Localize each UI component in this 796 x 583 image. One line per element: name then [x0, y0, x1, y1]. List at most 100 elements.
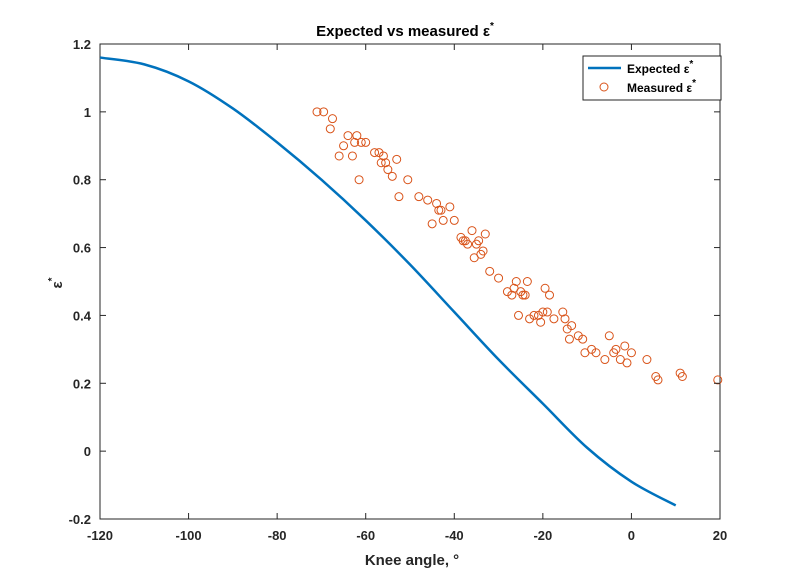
- measured-point: [511, 277, 521, 286]
- y-tick-label: 1: [84, 105, 91, 120]
- measured-point: [354, 175, 364, 185]
- series-layer: [99, 56, 723, 507]
- measured-point: [370, 148, 380, 158]
- measured-point: [549, 314, 559, 324]
- legend-box: [582, 55, 722, 101]
- measured-point: [611, 344, 621, 354]
- measured-point: [713, 375, 723, 385]
- measured-point: [350, 137, 360, 147]
- measured-point: [542, 307, 552, 317]
- measured-point: [378, 151, 388, 161]
- measured-point: [507, 290, 517, 300]
- y-axis-title: ε*: [47, 277, 66, 288]
- measured-point: [463, 239, 473, 249]
- x-tick-label: 20: [713, 528, 727, 543]
- legend: Expected ε* Measured ε*: [582, 55, 722, 101]
- x-tick-label: -80: [268, 528, 287, 543]
- measured-point: [520, 290, 530, 300]
- measured-point: [347, 151, 357, 161]
- measured-point: [343, 131, 353, 141]
- measured-point: [328, 114, 337, 124]
- measured-point: [622, 358, 632, 368]
- chart-title-text: Expected vs measured ε: [316, 23, 490, 40]
- measured-point: [432, 198, 442, 208]
- x-tick-label: -40: [445, 528, 464, 543]
- measured-point: [387, 171, 397, 181]
- measured-point: [319, 107, 329, 117]
- measured-point: [578, 334, 588, 344]
- svg-text:ε*: ε*: [47, 277, 66, 288]
- measured-point: [376, 158, 386, 168]
- measured-point: [427, 219, 437, 229]
- measured-point: [620, 341, 630, 351]
- measured-point: [564, 334, 574, 344]
- measured-point: [423, 195, 433, 205]
- measured-point: [438, 215, 448, 225]
- measured-point: [334, 151, 344, 161]
- x-tick-label: 0: [628, 528, 635, 543]
- measured-point: [392, 154, 402, 164]
- x-axis-title: Knee angle, °: [365, 552, 459, 569]
- y-tick-label: -0.2: [69, 512, 91, 527]
- measured-point: [356, 137, 366, 147]
- measured-point: [339, 141, 349, 151]
- measured-point: [626, 348, 636, 358]
- measured-point: [518, 290, 528, 300]
- legend-measured-superscript: *: [692, 78, 696, 89]
- y-axis-title-text: ε: [49, 281, 66, 288]
- measured-point: [325, 124, 335, 134]
- x-tick-label: -60: [356, 528, 375, 543]
- legend-measured-text: Measured ε: [627, 81, 692, 95]
- measured-point: [677, 372, 687, 381]
- measured-point: [604, 331, 614, 341]
- measured-point: [485, 266, 495, 276]
- measured-point: [312, 107, 322, 117]
- legend-measured-swatch: [599, 82, 609, 92]
- measured-point: [480, 229, 490, 239]
- y-tick-label: 1.2: [73, 37, 91, 52]
- measured-point: [514, 310, 523, 320]
- measured-point: [558, 307, 568, 317]
- legend-expected-label: Expected ε*: [627, 59, 693, 76]
- chart-title: Expected vs measured ε*: [316, 21, 494, 40]
- measured-point: [403, 175, 413, 185]
- legend-expected-superscript: *: [689, 59, 693, 70]
- measured-point: [642, 355, 652, 365]
- measured-point: [560, 314, 570, 324]
- y-tick-label: 0.4: [73, 308, 92, 323]
- plot-area: [99, 43, 721, 520]
- chart-title-superscript: *: [490, 21, 494, 32]
- legend-measured-label: Measured ε*: [627, 78, 696, 95]
- expected-line: [99, 56, 677, 507]
- measured-point: [445, 202, 455, 212]
- legend-expected-text: Expected ε: [627, 62, 690, 76]
- x-tick-label: -120: [87, 528, 113, 543]
- measured-point: [591, 348, 601, 358]
- measured-point: [381, 158, 391, 168]
- measured-point: [436, 205, 446, 215]
- measured-point: [653, 375, 663, 385]
- measured-point: [538, 307, 548, 317]
- measured-point: [474, 236, 484, 246]
- y-tick-label: 0.2: [73, 376, 91, 391]
- measured-point: [383, 165, 393, 175]
- measured-point: [434, 205, 444, 215]
- measured-point: [540, 283, 550, 293]
- measured-point: [394, 192, 404, 202]
- y-tick-label: 0: [84, 444, 91, 459]
- x-tick-label: -20: [533, 528, 552, 543]
- measured-point: [567, 321, 577, 331]
- x-tick-label: -100: [176, 528, 202, 543]
- y-tick-label: 0.8: [73, 173, 91, 188]
- measured-point: [545, 290, 554, 300]
- measured-point: [536, 317, 546, 327]
- measured-point: [361, 137, 371, 147]
- measured-point: [529, 310, 539, 320]
- measured-point: [522, 277, 532, 286]
- measured-point: [600, 355, 610, 365]
- measured-point: [352, 131, 362, 141]
- y-axis-title-superscript: *: [47, 277, 58, 281]
- measured-point: [414, 192, 424, 202]
- measured-point: [478, 246, 488, 256]
